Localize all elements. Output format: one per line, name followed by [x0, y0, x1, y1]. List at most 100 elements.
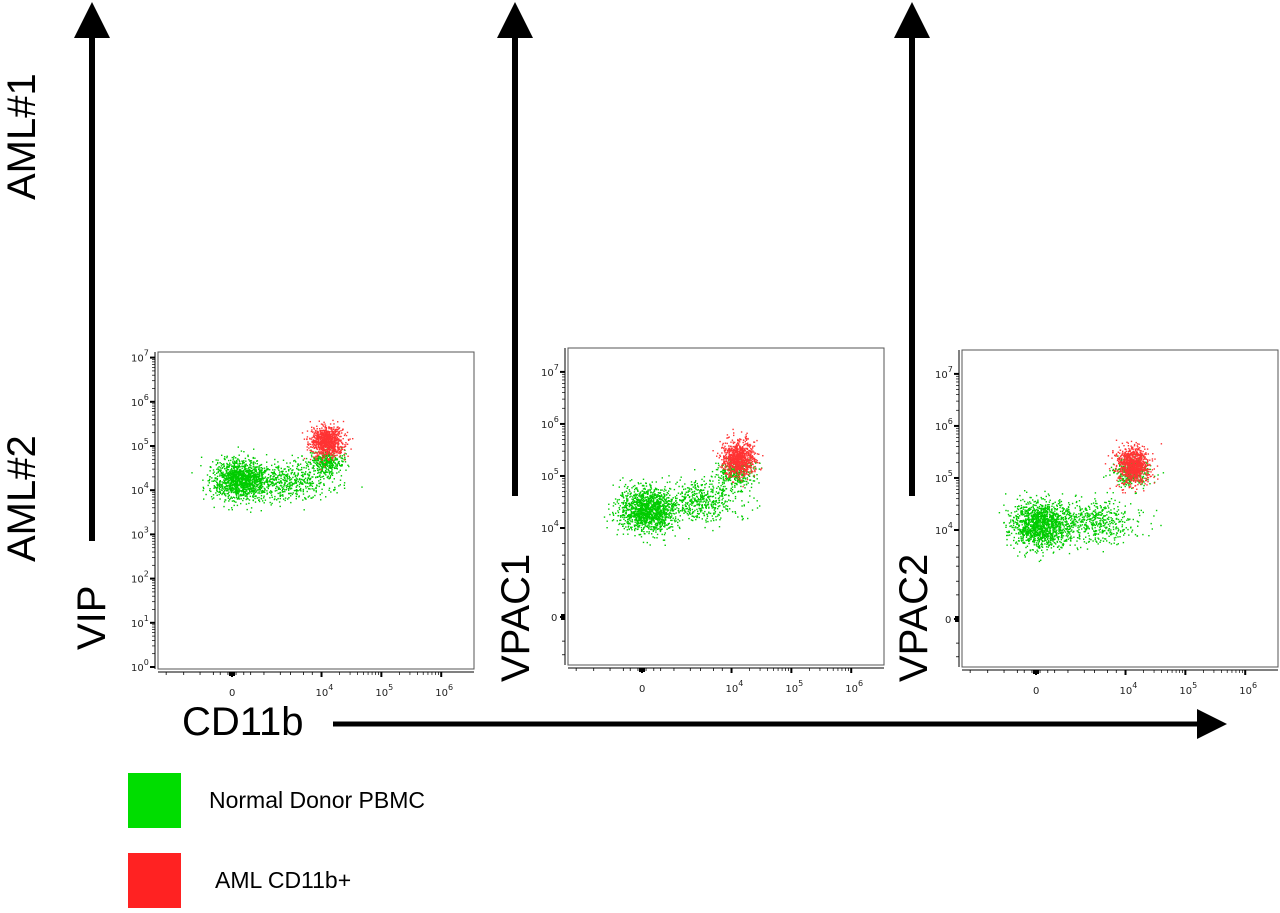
data-point	[252, 464, 255, 466]
data-point	[624, 512, 627, 514]
data-point	[230, 475, 232, 478]
data-point	[621, 507, 624, 509]
data-point	[327, 440, 330, 442]
data-point	[647, 499, 650, 501]
data-point	[650, 498, 653, 501]
data-point	[622, 477, 624, 479]
data-point	[317, 439, 320, 441]
data-point	[692, 491, 694, 493]
data-point	[247, 469, 249, 471]
data-point	[643, 492, 645, 494]
data-point	[646, 531, 648, 533]
data-point	[648, 516, 651, 518]
data-point	[303, 509, 305, 511]
data-point	[315, 452, 317, 454]
data-point	[653, 490, 656, 492]
data-point	[640, 512, 642, 514]
data-point	[278, 488, 280, 490]
data-point	[272, 485, 274, 487]
data-point	[255, 488, 257, 490]
data-point	[242, 482, 245, 484]
data-point	[285, 480, 288, 483]
data-point	[295, 477, 298, 479]
data-point	[669, 488, 672, 490]
data-point	[654, 523, 656, 526]
data-point	[679, 515, 681, 517]
data-point	[285, 485, 287, 487]
data-point	[659, 524, 661, 526]
data-point	[325, 458, 328, 460]
data-point	[305, 467, 307, 469]
data-point	[228, 488, 231, 490]
data-point	[256, 472, 258, 474]
data-point	[645, 518, 648, 520]
data-point	[731, 511, 734, 513]
data-point	[221, 467, 223, 469]
data-point	[254, 457, 256, 459]
data-point	[640, 508, 642, 510]
y-tick-label: 100	[131, 658, 149, 674]
data-point	[216, 490, 219, 493]
data-point	[324, 441, 326, 444]
data-point	[236, 475, 238, 478]
data-point	[230, 480, 233, 483]
data-point	[218, 491, 220, 493]
data-point	[668, 490, 670, 492]
data-point	[689, 495, 691, 498]
data-point	[661, 495, 663, 498]
data-point	[238, 495, 240, 497]
data-point	[684, 488, 687, 490]
data-point	[249, 463, 251, 466]
data-point	[328, 453, 330, 455]
data-point	[627, 502, 630, 505]
data-point	[654, 501, 656, 504]
data-point	[221, 493, 223, 496]
data-point	[708, 497, 710, 499]
data-point	[658, 503, 660, 505]
data-point	[267, 484, 270, 486]
data-point	[659, 513, 661, 515]
data-point	[233, 504, 235, 507]
data-point	[700, 511, 702, 513]
data-point	[266, 493, 268, 495]
data-point	[623, 518, 625, 520]
data-point	[234, 462, 236, 464]
data-point	[642, 494, 644, 497]
data-point	[312, 442, 315, 444]
data-point	[241, 460, 243, 462]
data-point	[216, 468, 218, 470]
data-point	[236, 460, 238, 462]
data-point	[639, 519, 641, 522]
data-point	[633, 491, 636, 493]
data-point	[636, 503, 638, 505]
data-point	[329, 467, 331, 469]
data-point	[229, 474, 231, 476]
data-point	[263, 482, 265, 484]
data-point	[229, 498, 231, 501]
data-point	[668, 503, 670, 505]
data-point	[278, 473, 281, 475]
data-point	[638, 483, 640, 485]
data-point	[612, 511, 614, 514]
data-point	[642, 528, 645, 530]
data-point	[340, 435, 342, 438]
data-point	[279, 488, 281, 490]
data-point	[213, 471, 215, 473]
data-point	[302, 483, 304, 485]
data-point	[608, 503, 610, 505]
data-point	[323, 483, 325, 485]
data-point	[617, 502, 620, 505]
data-point	[304, 473, 306, 476]
data-point	[247, 480, 250, 483]
data-point	[249, 473, 252, 476]
data-point	[327, 444, 329, 447]
data-point	[662, 513, 664, 515]
data-point	[263, 487, 266, 490]
data-point	[316, 469, 319, 472]
data-point	[633, 525, 636, 528]
data-point	[216, 485, 219, 487]
data-point	[727, 510, 729, 512]
data-point	[284, 490, 286, 493]
data-point	[318, 454, 320, 456]
data-point	[229, 478, 232, 480]
